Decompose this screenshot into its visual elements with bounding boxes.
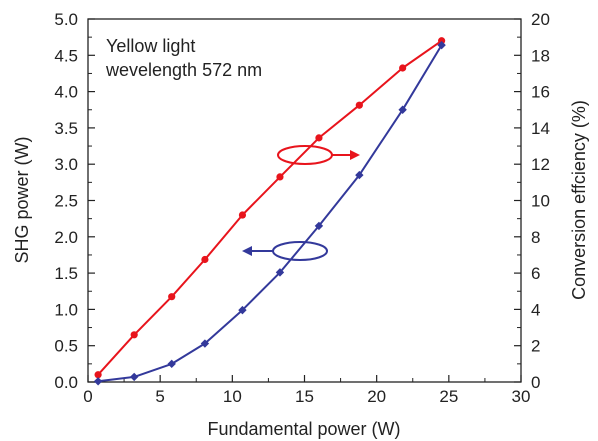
data-point-right-axis <box>130 331 138 339</box>
data-point-left-axis <box>93 377 103 386</box>
y2-tick-label: 2 <box>531 337 540 356</box>
data-point-left-axis <box>275 268 285 277</box>
x-axis-title: Fundamental power (W) <box>207 419 400 439</box>
data-point-right-axis <box>438 37 446 45</box>
data-point-right-axis <box>315 134 323 142</box>
series-line-left-axis <box>97 44 443 383</box>
data-point-right-axis <box>94 371 102 379</box>
series-layer <box>93 37 446 386</box>
y-tick-label: 1.0 <box>54 300 78 319</box>
left-axis-indicator-arrow-head <box>242 246 252 256</box>
y-tick-label: 4.0 <box>54 83 78 102</box>
x-tick-label: 0 <box>83 387 92 406</box>
data-point-left-axis <box>238 305 247 315</box>
x-tick-label: 25 <box>439 387 458 406</box>
y2-tick-labels: 0 2 4 6 8 10 12 14 16 18 20 <box>531 10 550 392</box>
y2-tick-label: 18 <box>531 46 550 65</box>
y-tick-label: 2.5 <box>54 192 78 211</box>
x-tick-label: 15 <box>295 387 314 406</box>
x-tick-label: 20 <box>367 387 386 406</box>
y-axis-title: SHG power (W) <box>12 136 32 263</box>
y2-tick-label: 0 <box>531 373 540 392</box>
y-tick-label: 2.0 <box>54 228 78 247</box>
x-tick-label: 5 <box>155 387 164 406</box>
annotation-line-2: wevelength 572 nm <box>105 60 262 80</box>
data-point-left-axis <box>355 170 364 180</box>
x-tick-label: 10 <box>223 387 242 406</box>
data-point-left-axis <box>437 40 446 50</box>
y-tick-label: 3.5 <box>54 119 78 138</box>
y2-tick-label: 12 <box>531 155 550 174</box>
y2-tick-label: 4 <box>531 300 540 319</box>
data-point-right-axis <box>168 293 176 301</box>
y-tick-label: 5.0 <box>54 10 78 29</box>
data-point-right-axis <box>201 255 209 264</box>
data-point-right-axis <box>399 64 407 72</box>
data-point-left-axis <box>398 105 407 114</box>
right-axis-indicator-arrow-head <box>350 150 360 160</box>
y2-tick-label: 6 <box>531 264 540 283</box>
y2-tick-label: 20 <box>531 10 550 29</box>
left-axis-indicator <box>242 241 328 261</box>
right-axis-indicator-ellipse <box>277 145 333 165</box>
annotation-line-1: Yellow light <box>106 36 195 56</box>
y2-tick-label: 16 <box>531 83 550 102</box>
right-axis-indicator <box>277 145 360 165</box>
data-point-right-axis <box>276 173 284 181</box>
x-tick-labels: 0 5 10 15 20 25 30 <box>83 387 530 406</box>
data-point-left-axis <box>167 359 176 369</box>
data-point-right-axis <box>355 101 363 109</box>
y2-tick-label: 14 <box>531 119 550 138</box>
y-tick-label: 4.5 <box>54 46 78 65</box>
y-tick-label: 0.5 <box>54 337 78 356</box>
y2-tick-label: 8 <box>531 228 540 247</box>
series-line-right-axis <box>97 39 443 376</box>
y-tick-label: 3.0 <box>54 155 78 174</box>
y2-axis-title: Conversion effciency (%) <box>569 100 589 300</box>
data-point-left-axis <box>129 372 139 382</box>
ticks <box>87 18 522 383</box>
y-tick-label: 0.0 <box>54 373 78 392</box>
y2-tick-label: 10 <box>531 192 550 211</box>
x-tick-label: 30 <box>512 387 531 406</box>
data-point-left-axis <box>314 221 324 231</box>
y-tick-labels: 0.0 0.5 1.0 1.5 2.0 2.5 3.0 3.5 4.0 4.5 5.0 <box>54 10 78 392</box>
data-point-right-axis <box>238 211 247 219</box>
data-point-left-axis <box>200 339 210 348</box>
left-axis-indicator-ellipse <box>272 241 328 261</box>
y-tick-label: 1.5 <box>54 264 78 283</box>
